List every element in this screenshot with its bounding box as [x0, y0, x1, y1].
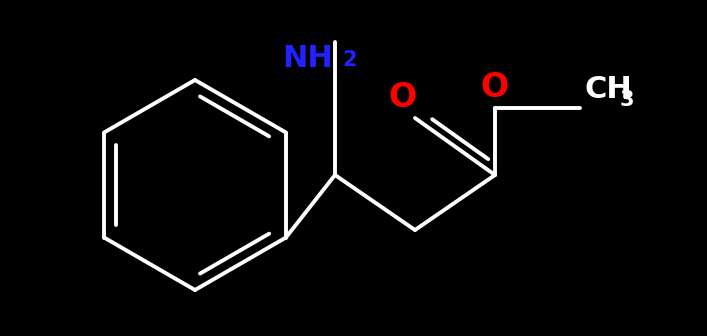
Text: CH: CH — [584, 75, 632, 104]
Text: O: O — [481, 71, 509, 104]
Text: 2: 2 — [342, 50, 357, 70]
Text: 3: 3 — [620, 90, 634, 110]
Text: O: O — [389, 81, 417, 114]
Text: NH: NH — [282, 44, 333, 73]
